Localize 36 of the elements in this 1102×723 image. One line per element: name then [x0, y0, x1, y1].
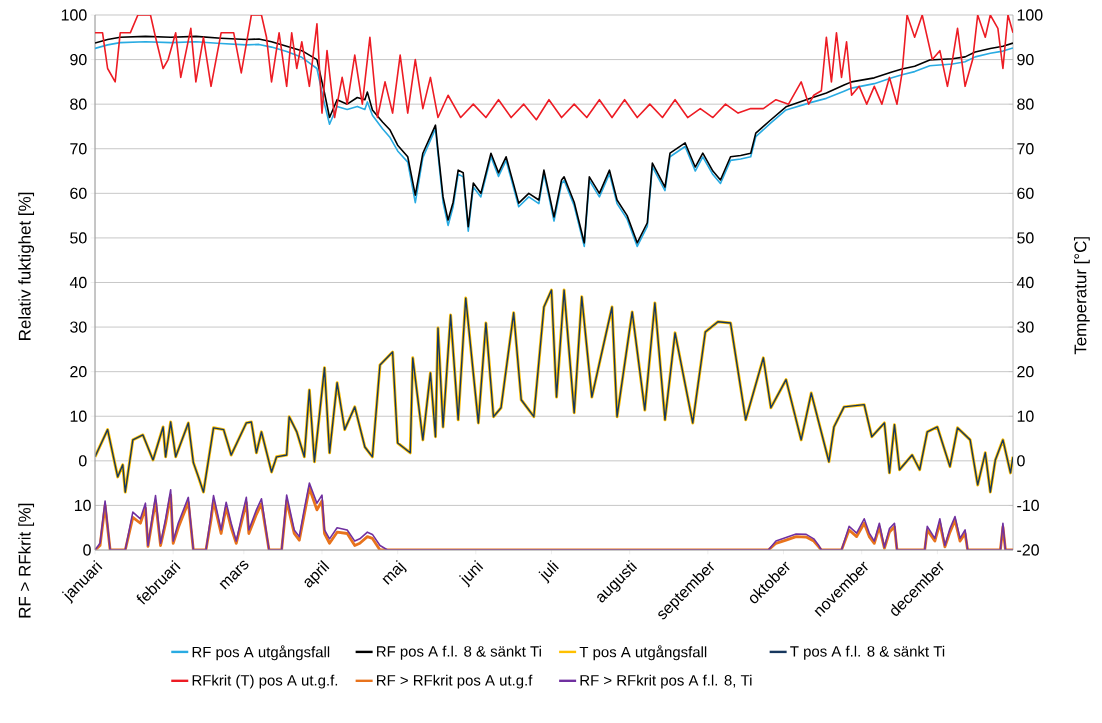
legend-label: T pos A utgångsfall	[579, 645, 707, 661]
y2-tick-label: 60	[1017, 187, 1034, 199]
legend-label: RF pos A f.l. 8 & sänkt Ti	[377, 645, 541, 660]
legend-label: RF > RFkrit pos A ut.g.f	[377, 674, 533, 689]
y2-tick-label: 80	[1017, 98, 1034, 110]
y-axis-title: Relativ fuktighet [%]	[18, 192, 35, 340]
y2-tick-label: 100	[1017, 9, 1043, 21]
y2-tick-label: 90	[1017, 53, 1034, 66]
y-tick-label: 60	[70, 187, 87, 199]
y-tick-label: 80	[70, 98, 87, 110]
y2-tick-label: -20	[1017, 544, 1039, 556]
y2-tick-label: 30	[1017, 321, 1034, 333]
x-tick-label: maj	[382, 559, 407, 585]
y2-tick-label: 40	[1016, 276, 1034, 289]
y-tick-label: 70	[70, 143, 87, 155]
legend-label: RFkrit (T) pos A ut.g.f.	[192, 674, 338, 689]
y2-tick-label: 20	[1017, 366, 1034, 378]
x-tick-label: juli	[538, 559, 559, 584]
y2-tick-label: -10	[1017, 499, 1039, 512]
y-tick-label: 100	[61, 9, 87, 21]
legend-label: RF pos A utgångsfall	[192, 645, 330, 661]
y-tick-label: 40	[69, 276, 87, 289]
y-tick-label: 50	[70, 232, 87, 244]
y-tick-label: 20	[70, 366, 87, 378]
y3-axis-title: RF > RFkrit [%]	[18, 503, 35, 618]
legend-label: RF > RFkrit pos A f.l. 8, Ti	[580, 674, 752, 689]
y-tick-label: 0	[78, 455, 87, 467]
y-tick-label: 30	[70, 321, 87, 333]
y2-tick-label: 70	[1017, 143, 1034, 155]
legend-label: T pos A f.l. 8 & sänkt Ti	[790, 645, 945, 660]
y-tick-label: 90	[70, 53, 87, 66]
y2-tick-label: 50	[1017, 232, 1034, 244]
y2-tick-label: 10	[1017, 410, 1034, 422]
y2-tick-label: 0	[1017, 455, 1025, 467]
y2-axis-title: Temperatur [°C]	[1073, 237, 1090, 355]
y-tick-label: 10	[70, 410, 87, 422]
